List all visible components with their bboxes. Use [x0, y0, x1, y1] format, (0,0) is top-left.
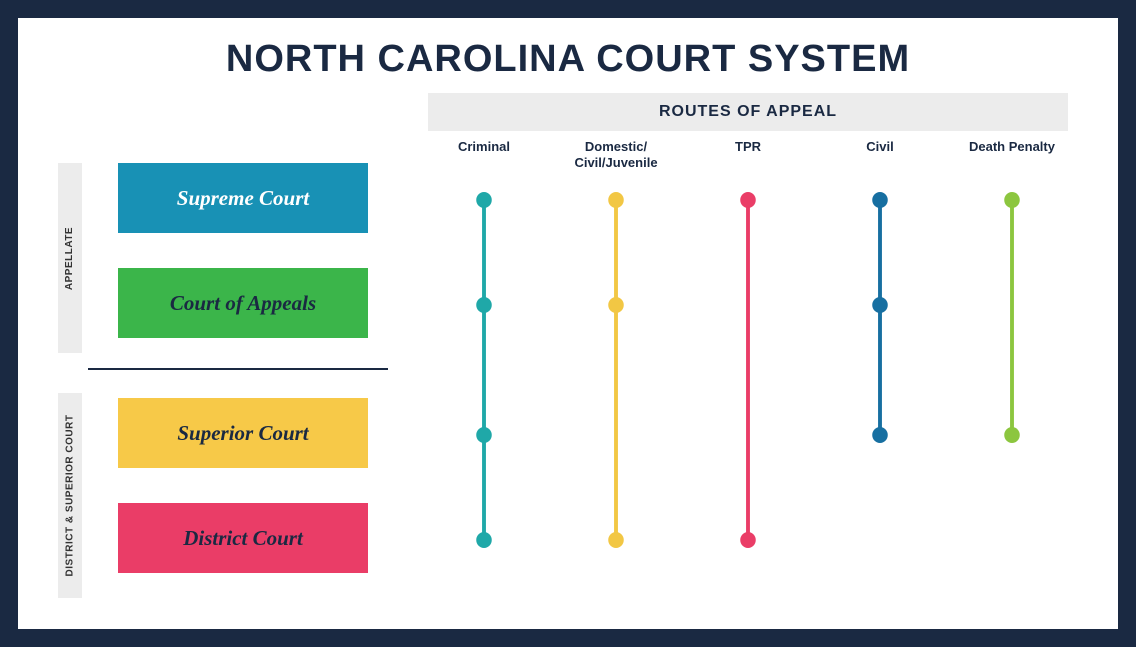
court-box-superior: Superior Court [118, 398, 368, 468]
route-dot-civil-appeals [872, 297, 888, 313]
route-label-domestic: Domestic/Civil/Juvenile [550, 139, 682, 170]
court-superior-label: Superior Court [177, 421, 308, 446]
route-dot-civil-supreme [872, 192, 888, 208]
court-box-supreme: Supreme Court [118, 163, 368, 233]
district-superior-label-text: DISTRICT & SUPERIOR COURT [65, 415, 76, 577]
court-district-label: District Court [183, 526, 303, 551]
route-dot-tpr-district [740, 532, 756, 548]
route-dot-criminal-district [476, 532, 492, 548]
route-dot-domestic-supreme [608, 192, 624, 208]
route-dot-tpr-supreme [740, 192, 756, 208]
route-dot-death-superior [1004, 427, 1020, 443]
route-dot-domestic-appeals [608, 297, 624, 313]
court-appeals-label: Court of Appeals [170, 291, 316, 316]
page-title: NORTH CAROLINA COURT SYSTEM [58, 38, 1078, 81]
route-dot-civil-superior [872, 427, 888, 443]
route-dot-domestic-district [608, 532, 624, 548]
route-dot-criminal-superior [476, 427, 492, 443]
route-label-death: Death Penalty [946, 139, 1078, 170]
routes-column: ROUTES OF APPEAL CriminalDomestic/Civil/… [418, 93, 1078, 604]
route-label-civil: Civil [814, 139, 946, 170]
route-dot-death-supreme [1004, 192, 1020, 208]
routes-chart [418, 170, 1078, 600]
courts-column: APPELLATE DISTRICT & SUPERIOR COURT Supr… [58, 93, 418, 604]
route-label-criminal: Criminal [418, 139, 550, 170]
route-label-tpr: TPR [682, 139, 814, 170]
content-area: APPELLATE DISTRICT & SUPERIOR COURT Supr… [58, 93, 1078, 604]
court-group-divider [88, 368, 388, 370]
court-supreme-label: Supreme Court [177, 186, 309, 211]
court-box-district: District Court [118, 503, 368, 573]
routes-header: ROUTES OF APPEAL [428, 93, 1068, 131]
court-box-appeals: Court of Appeals [118, 268, 368, 338]
appellate-label-text: APPELLATE [65, 226, 76, 289]
route-dot-criminal-appeals [476, 297, 492, 313]
appellate-label: APPELLATE [58, 163, 82, 353]
route-labels-row: CriminalDomestic/Civil/JuvenileTPRCivilD… [418, 139, 1078, 170]
district-superior-label: DISTRICT & SUPERIOR COURT [58, 393, 82, 598]
route-dot-criminal-supreme [476, 192, 492, 208]
page: NORTH CAROLINA COURT SYSTEM APPELLATE DI… [18, 18, 1118, 629]
